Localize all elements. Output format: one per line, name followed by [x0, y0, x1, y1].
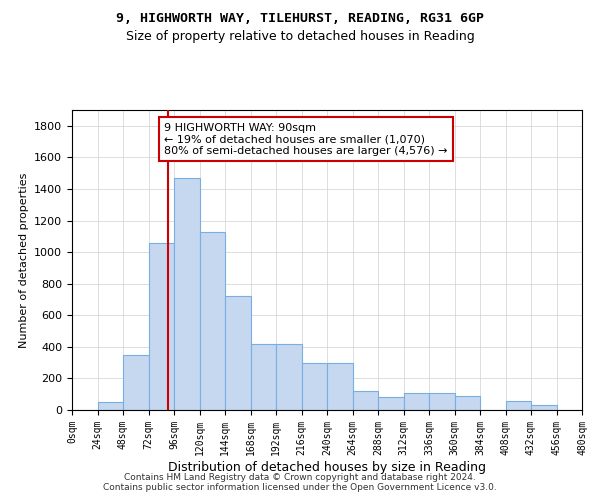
Bar	[531, 406, 557, 410]
Bar	[302, 362, 327, 410]
X-axis label: Distribution of detached houses by size in Reading: Distribution of detached houses by size …	[168, 460, 486, 473]
Bar	[174, 178, 199, 410]
Bar	[199, 232, 225, 410]
Bar	[149, 242, 174, 410]
Bar	[404, 392, 429, 410]
Bar	[276, 344, 302, 410]
Bar	[378, 398, 404, 410]
Text: Size of property relative to detached houses in Reading: Size of property relative to detached ho…	[125, 30, 475, 43]
Bar	[505, 400, 531, 410]
Bar	[225, 296, 251, 410]
Text: Contains HM Land Registry data © Crown copyright and database right 2024.
Contai: Contains HM Land Registry data © Crown c…	[103, 473, 497, 492]
Bar	[251, 344, 276, 410]
Bar	[455, 396, 480, 410]
Text: 9, HIGHWORTH WAY, TILEHURST, READING, RG31 6GP: 9, HIGHWORTH WAY, TILEHURST, READING, RG…	[116, 12, 484, 26]
Y-axis label: Number of detached properties: Number of detached properties	[19, 172, 29, 348]
Bar	[353, 391, 378, 410]
Bar	[429, 392, 455, 410]
Bar	[97, 402, 123, 410]
Text: 9 HIGHWORTH WAY: 90sqm
← 19% of detached houses are smaller (1,070)
80% of semi-: 9 HIGHWORTH WAY: 90sqm ← 19% of detached…	[164, 122, 448, 156]
Bar	[123, 354, 149, 410]
Bar	[327, 362, 353, 410]
